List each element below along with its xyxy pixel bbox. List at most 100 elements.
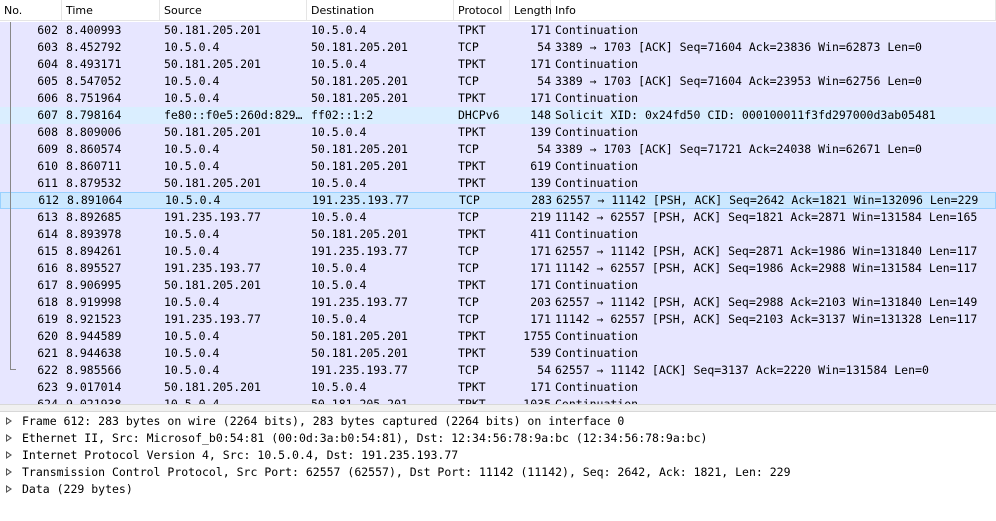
packet-row[interactable]: 621 8.944638 10.5.0.4 50.181.205.201 TPKT 539… (0, 345, 996, 362)
cell: 171 (530, 57, 551, 71)
packet-row[interactable]: 608 8.809006 50.181.205.201 10.5.0.4 TPKT 139… (0, 124, 996, 141)
cell: 219 (530, 210, 551, 224)
packet-row[interactable]: 615 8.894261 10.5.0.4 191.235.193.77 TCP 171 6… (0, 243, 996, 260)
detail-row[interactable]: Transmission Control Protocol, Src Port:… (22, 465, 791, 479)
packet-row[interactable]: 617 8.906995 50.181.205.201 10.5.0.4 TPKT 171… (0, 277, 996, 294)
expand-arrow[interactable] (6, 468, 12, 476)
cell: 11142 → 62557 [PSH, ACK] Seq=1986 Ack=29… (555, 261, 978, 275)
cell: 10.5.0.4 (164, 227, 220, 241)
cell: 10.5.0.4 (164, 295, 220, 309)
cell: 8.921523 (66, 312, 122, 326)
cell: 10.5.0.4 (311, 176, 367, 190)
cell: 10.5.0.4 (164, 346, 220, 360)
packet-row[interactable]: 613 8.892685 191.235.193.77 10.5.0.4 TCP 219 1… (0, 209, 996, 226)
packet-row[interactable]: 607 8.798164 fe80::f0e5:260d:829… ff02::1:2… (0, 107, 996, 124)
packet-row[interactable]: 604 8.493171 50.181.205.201 10.5.0.4 TPKT 171… (0, 56, 996, 73)
cell: 171 (530, 261, 551, 275)
cell: 50.181.205.201 (311, 91, 408, 105)
packet-row[interactable]: 612 8.891064 10.5.0.4 191.235.193.77 TCP 283 6… (0, 192, 996, 209)
cell: 609 (37, 142, 58, 156)
detail-row[interactable]: Internet Protocol Version 4, Src: 10.5.0… (22, 448, 459, 462)
column-header[interactable]: Time (62, 0, 160, 21)
expand-arrow[interactable] (6, 417, 12, 425)
cell: TCP (459, 193, 480, 207)
cell: Continuation (555, 159, 639, 173)
packet-row[interactable]: 606 8.751964 10.5.0.4 50.181.205.201 TPKT 171… (0, 90, 996, 107)
expand-arrow[interactable] (6, 434, 12, 442)
expand-arrow[interactable] (6, 485, 12, 493)
cell: 8.879532 (66, 176, 122, 190)
cell: 611 (37, 176, 58, 190)
packet-row[interactable]: 616 8.895527 191.235.193.77 10.5.0.4 TCP 171 1… (0, 260, 996, 277)
pane-splitter[interactable] (0, 404, 996, 412)
cell: 606 (37, 91, 58, 105)
cell: 411 (530, 227, 551, 241)
column-header[interactable]: Protocol (454, 0, 510, 21)
packet-row[interactable]: 611 8.879532 50.181.205.201 10.5.0.4 TPKT 139… (0, 175, 996, 192)
detail-row[interactable]: Frame 612: 283 bytes on wire (2264 bits)… (22, 414, 625, 428)
column-header[interactable]: Length (510, 0, 552, 21)
cell: 54 (537, 363, 551, 377)
cell: Continuation (555, 346, 639, 360)
cell: 10.5.0.4 (311, 23, 367, 37)
cell: 539 (530, 346, 551, 360)
column-header[interactable]: No. (0, 0, 62, 21)
packet-details: Frame 612: 283 bytes on wire (2264 bits)… (0, 412, 996, 521)
cell: Solicit XID: 0x24fd50 CID: 000100011f3fd… (555, 108, 936, 122)
cell: TPKT (458, 91, 486, 105)
cell: 50.181.205.201 (164, 278, 261, 292)
cell: 11142 → 62557 [PSH, ACK] Seq=1821 Ack=28… (555, 210, 978, 224)
packet-row[interactable]: 618 8.919998 10.5.0.4 191.235.193.77 TCP 203 6… (0, 294, 996, 311)
packet-row[interactable]: 603 8.452792 10.5.0.4 50.181.205.201 TCP 54 33… (0, 39, 996, 56)
cell: 50.181.205.201 (311, 74, 408, 88)
cell: 171 (530, 278, 551, 292)
column-header[interactable]: Destination (307, 0, 454, 21)
cell: 191.235.193.77 (312, 193, 409, 207)
column-header[interactable]: Info (551, 0, 996, 21)
packet-row[interactable]: 609 8.860574 10.5.0.4 50.181.205.201 TCP 54 33… (0, 141, 996, 158)
cell: 191.235.193.77 (311, 295, 408, 309)
cell: TCP (458, 244, 479, 258)
cell: 10.5.0.4 (311, 261, 367, 275)
cell: 191.235.193.77 (164, 261, 261, 275)
cell: TCP (458, 142, 479, 156)
cell: Continuation (555, 57, 639, 71)
packet-row[interactable]: 619 8.921523 191.235.193.77 10.5.0.4 TCP 171 1… (0, 311, 996, 328)
cell: 10.5.0.4 (164, 397, 220, 404)
cell: TPKT (458, 125, 486, 139)
cell: 8.894261 (66, 244, 122, 258)
cell: 1755 (523, 329, 551, 343)
expand-arrow[interactable] (6, 451, 12, 459)
column-header[interactable]: Source (160, 0, 307, 21)
packet-row[interactable]: 602 8.400993 50.181.205.201 10.5.0.4 TPKT 171… (0, 22, 996, 39)
cell: TCP (458, 261, 479, 275)
cell: 8.547052 (66, 74, 122, 88)
packet-row[interactable]: 624 9.021938 10.5.0.4 50.181.205.201 TPKT 103… (0, 396, 996, 404)
cell: 191.235.193.77 (311, 363, 408, 377)
cell: 8.798164 (66, 108, 122, 122)
detail-row[interactable]: Ethernet II, Src: Microsof_b0:54:81 (00:… (22, 431, 708, 445)
cell: TCP (458, 210, 479, 224)
packet-row[interactable]: 605 8.547052 10.5.0.4 50.181.205.201 TCP 54 33… (0, 73, 996, 90)
cell: 171 (530, 244, 551, 258)
cell: 203 (530, 295, 551, 309)
detail-row[interactable]: Data (229 bytes) (22, 482, 133, 496)
packet-row[interactable]: 623 9.017014 50.181.205.201 10.5.0.4 TPKT 171… (0, 379, 996, 396)
packet-row[interactable]: 610 8.860711 10.5.0.4 50.181.205.201 TPKT 619… (0, 158, 996, 175)
cell: 10.5.0.4 (164, 244, 220, 258)
cell: 1035 (523, 397, 551, 404)
cell: 191.235.193.77 (311, 244, 408, 258)
cell: 620 (37, 329, 58, 343)
cell: 139 (530, 125, 551, 139)
related-bracket (10, 22, 11, 370)
cell: 54 (537, 74, 551, 88)
packet-row[interactable]: 614 8.893978 10.5.0.4 50.181.205.201 TPKT 411… (0, 226, 996, 243)
cell: Continuation (555, 125, 639, 139)
cell: 604 (37, 57, 58, 71)
cell: 616 (37, 261, 58, 275)
cell: 50.181.205.201 (311, 40, 408, 54)
cell: TCP (458, 295, 479, 309)
cell: 50.181.205.201 (311, 227, 408, 241)
packet-row[interactable]: 622 8.985566 10.5.0.4 191.235.193.77 TCP 54 62… (0, 362, 996, 379)
packet-row[interactable]: 620 8.944589 10.5.0.4 50.181.205.201 TPKT 175… (0, 328, 996, 345)
